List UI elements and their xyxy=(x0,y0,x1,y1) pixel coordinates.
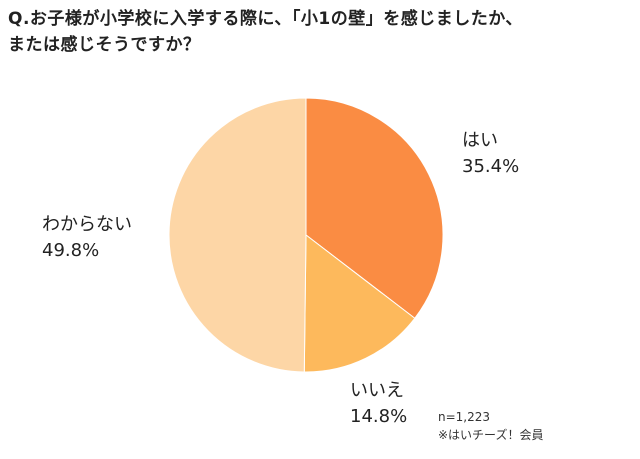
source-note: ※はいチーズ！会員 xyxy=(438,428,544,442)
chart-notes: n=1,223 ※はいチーズ！会員 xyxy=(438,408,543,444)
slice-value-label: 49.8% xyxy=(42,240,100,261)
slice-label-text: いいえ xyxy=(350,380,404,401)
pie-slice-2 xyxy=(168,97,307,373)
slice-label-text: わからない xyxy=(42,214,132,235)
slice-label-no: いいえ 14.8% xyxy=(350,378,407,430)
pie-slice-1 xyxy=(303,233,416,373)
pie-slice-0 xyxy=(305,97,444,319)
slice-value-label: 14.8% xyxy=(350,406,408,427)
slice-value-label: 35.4% xyxy=(462,156,520,177)
slice-label-yes: はい 35.4% xyxy=(462,128,519,180)
sample-size-note: n=1,223 xyxy=(438,410,491,424)
chart-title: Q.お子様が小学校に入学する際に、「小1の壁」を感じましたか、 または感じそうで… xyxy=(8,6,523,58)
slice-label-dontknow: わからない 49.8% xyxy=(42,212,132,264)
title-line-2: または感じそうですか？ xyxy=(8,35,201,55)
title-line-1: Q.お子様が小学校に入学する際に、「小1の壁」を感じましたか、 xyxy=(8,9,523,29)
slice-label-text: はい xyxy=(462,130,498,151)
